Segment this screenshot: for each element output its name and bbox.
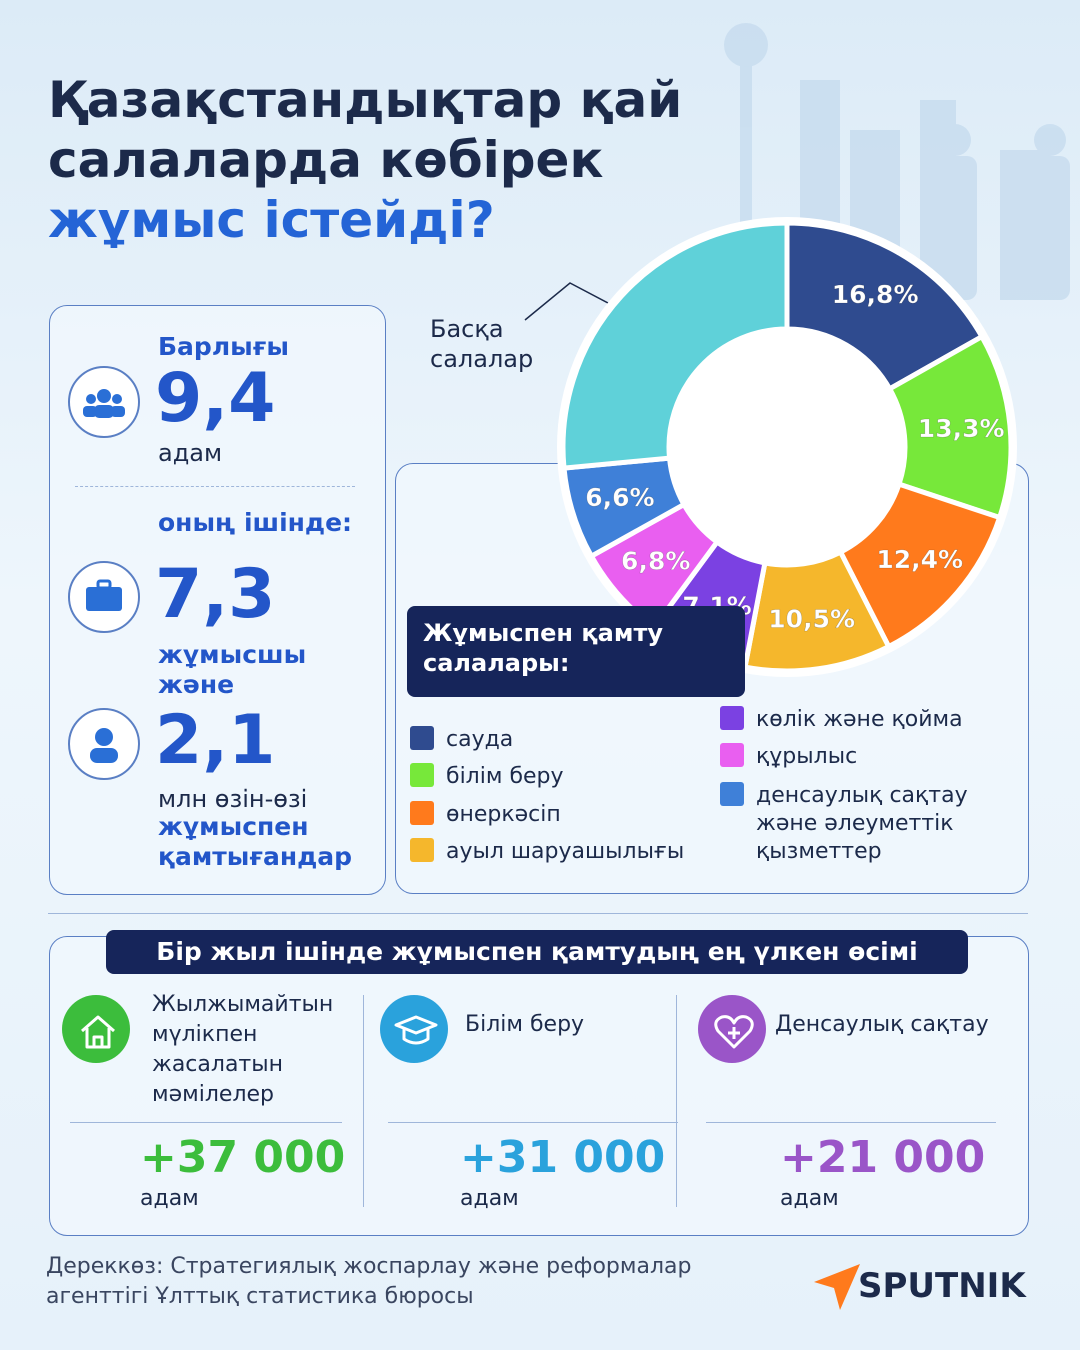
growth-unit: адам xyxy=(460,1186,519,1211)
legend-swatch xyxy=(720,782,744,806)
icon-glyph xyxy=(714,1015,754,1049)
legend-swatch xyxy=(410,763,434,787)
divider xyxy=(75,486,355,487)
legend-label: өнеркәсіп xyxy=(446,802,561,827)
legend-label: көлік және қойма xyxy=(756,707,963,732)
growth-label: Білім беру xyxy=(465,1012,585,1037)
legend-label: құрылыс xyxy=(756,744,858,769)
data-label: 12,4% xyxy=(876,545,963,574)
other-label: Басқа салалар xyxy=(430,315,534,373)
title-line: Қазақстандықтар қай xyxy=(48,71,683,129)
briefcase-icon xyxy=(68,561,140,633)
data-label: 16,8% xyxy=(832,280,919,309)
divider xyxy=(70,1122,342,1123)
people-icon xyxy=(68,366,140,438)
brand: SPUTNIK xyxy=(858,1266,1026,1306)
growth-icon xyxy=(62,995,130,1063)
legend-swatch xyxy=(720,743,744,767)
legend-title: Жұмыспен қамту салалары: xyxy=(407,606,745,697)
legend-label: денсаулық сақтау және әлеуметтік қызметт… xyxy=(756,783,968,864)
growth-unit: адам xyxy=(780,1186,839,1211)
title-line: жұмыс істейді? xyxy=(48,191,495,249)
growth-value: +21 000 xyxy=(780,1132,986,1183)
growth-title: Бір жыл ішінде жұмыспен қамтудың ең үлке… xyxy=(106,930,968,974)
data-label: 6,8% xyxy=(621,547,690,576)
growth-panel xyxy=(49,936,1029,1236)
donut-segment xyxy=(560,220,790,471)
donut-segment xyxy=(784,220,986,393)
workers-unit: жұмысшы xyxy=(158,640,307,669)
growth-unit: адам xyxy=(140,1186,199,1211)
growth-label: Жылжымайтын мүлікпен жасалатын мәмілелер xyxy=(152,992,334,1107)
within-label: оның ішінде: xyxy=(158,508,353,537)
legend-label: ауыл шаруашылығы xyxy=(446,839,685,864)
self-text: жұмыспен xyxy=(158,812,309,841)
legend-item: денсаулық сақтау және әлеуметтік қызметт… xyxy=(720,782,1026,866)
total-label: Барлығы xyxy=(158,332,289,361)
legend-swatch xyxy=(410,838,434,862)
growth-icon xyxy=(380,995,448,1063)
source: Дереккөз: Стратегиялық жоспарлау және ре… xyxy=(46,1254,692,1309)
and-text: және xyxy=(158,670,235,699)
title-line: салаларда көбірек xyxy=(48,131,604,189)
divider xyxy=(48,913,1028,914)
growth-value: +31 000 xyxy=(460,1132,666,1183)
data-label: 10,5% xyxy=(768,604,855,633)
self-value: 2,1 xyxy=(155,701,276,780)
total-value: 9,4 xyxy=(155,359,276,438)
divider xyxy=(676,995,677,1207)
donut-segment xyxy=(886,333,1014,521)
legend-item: ауыл шаруашылығы xyxy=(410,838,684,866)
legend-item: сауда xyxy=(410,726,513,754)
legend-label: сауда xyxy=(446,727,514,752)
self-unit: млн өзін-өзі xyxy=(158,785,308,813)
legend-item: білім беру xyxy=(410,763,564,791)
legend-swatch xyxy=(410,726,434,750)
legend-item: өнеркәсіп xyxy=(410,801,561,829)
total-unit: адам xyxy=(158,439,223,467)
legend-label: білім беру xyxy=(446,764,564,789)
data-label: 13,3% xyxy=(918,414,1005,443)
legend-item: құрылыс xyxy=(720,743,857,771)
legend-swatch xyxy=(720,706,744,730)
donut-chart: 16,8%13,3%12,4%10,5%7,1%6,8%6,6% xyxy=(524,217,1017,677)
icon-glyph xyxy=(81,1015,115,1049)
icon-glyph xyxy=(394,1015,438,1045)
growth-value: +37 000 xyxy=(140,1132,346,1183)
self-text: қамтығандар xyxy=(158,842,353,871)
divider xyxy=(363,995,364,1207)
data-label: 6,6% xyxy=(585,483,654,512)
brand-logo xyxy=(814,1264,860,1310)
person-icon xyxy=(68,708,140,780)
legend-swatch xyxy=(410,801,434,825)
workers-value: 7,3 xyxy=(155,555,276,634)
divider xyxy=(706,1122,996,1123)
legend-item: көлік және қойма xyxy=(720,706,963,734)
title: Қазақстандықтар қай салаларда көбірек жұ… xyxy=(48,70,682,250)
growth-icon xyxy=(698,995,766,1063)
divider xyxy=(388,1122,678,1123)
growth-label: Денсаулық сақтау xyxy=(775,1012,989,1037)
